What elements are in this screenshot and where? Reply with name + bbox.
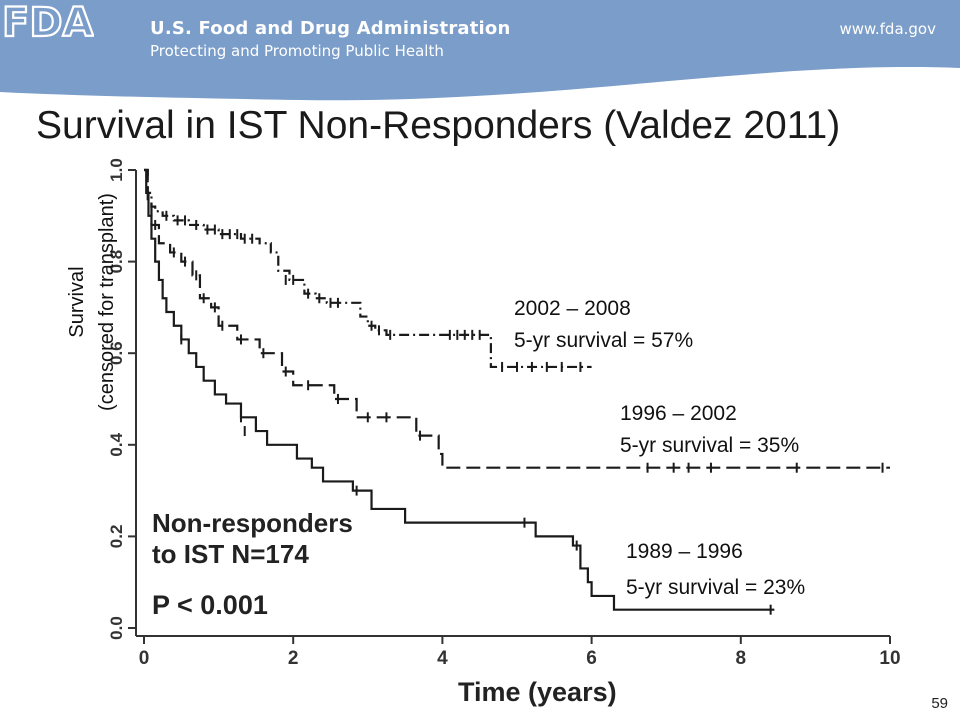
cohort-line2: to IST N=174 bbox=[152, 539, 309, 569]
y-tick-label: 0.4 bbox=[107, 432, 126, 456]
agency-name: U.S. Food and Drug Administration bbox=[150, 18, 511, 39]
survival-curve-19962002 bbox=[144, 168, 890, 469]
period-label: 1996 – 2002 bbox=[620, 402, 737, 425]
cohort-line1: Non-responders bbox=[152, 508, 353, 538]
y-tick-label: 0.0 bbox=[107, 616, 126, 640]
svg-text:FDA: FDA bbox=[2, 0, 94, 42]
slide-title: Survival in IST Non-Responders (Valdez 2… bbox=[36, 104, 841, 147]
survival-curve-19891996 bbox=[144, 168, 775, 611]
x-tick-label: 4 bbox=[437, 648, 448, 669]
annotation-1996-2002: 1996 – 2002 5-yr survival = 35% bbox=[620, 398, 799, 462]
period-label: 1989 – 1996 bbox=[626, 540, 743, 563]
agency-tagline: Protecting and Promoting Public Health bbox=[150, 42, 444, 60]
x-tick-label: 10 bbox=[879, 648, 900, 669]
y-tick-label: 0.8 bbox=[107, 250, 126, 274]
y-tick-label: 0.2 bbox=[107, 525, 126, 549]
fda-header-banner: FDA U.S. Food and Drug Administration Pr… bbox=[0, 0, 960, 110]
survival-label: 5-yr survival = 57% bbox=[514, 329, 694, 352]
banner-background bbox=[0, 0, 960, 101]
x-axis-label: Time (years) bbox=[458, 677, 617, 707]
website-link[interactable]: www.fda.gov bbox=[839, 20, 936, 38]
x-tick-label: 8 bbox=[736, 648, 747, 669]
chart-axes: 0.0 0.2 0.4 0.6 0.8 1.0 0 2 4 6 8 10 bbox=[107, 158, 901, 669]
survival-curves bbox=[144, 168, 890, 615]
page-number: 59 bbox=[931, 695, 948, 712]
fda-logo: FDA bbox=[1, 0, 94, 42]
survival-label: 5-yr survival = 35% bbox=[620, 434, 800, 457]
y-axis-label-line1: Survival bbox=[66, 266, 88, 338]
x-tick-label: 6 bbox=[586, 648, 597, 669]
x-tick-label: 2 bbox=[288, 648, 299, 669]
y-tick-label: 1.0 bbox=[107, 158, 126, 182]
y-tick-label: 0.6 bbox=[107, 341, 126, 365]
period-label: 2002 – 2008 bbox=[514, 297, 631, 320]
cohort-description: Non-responders to IST N=174 bbox=[152, 508, 353, 570]
annotation-1989-1996: 1989 – 1996 5-yr survival = 23% bbox=[626, 534, 805, 606]
annotation-2002-2008: 2002 – 2008 5-yr survival = 57% bbox=[514, 293, 693, 357]
y-axis-label-line2: (censored for transplant) bbox=[96, 193, 118, 411]
y-axis-label: Survival (censored for transplant) bbox=[62, 152, 122, 452]
p-value-label: P < 0.001 bbox=[152, 590, 268, 620]
survival-label: 5-yr survival = 23% bbox=[626, 576, 806, 599]
x-tick-label: 0 bbox=[139, 648, 150, 669]
